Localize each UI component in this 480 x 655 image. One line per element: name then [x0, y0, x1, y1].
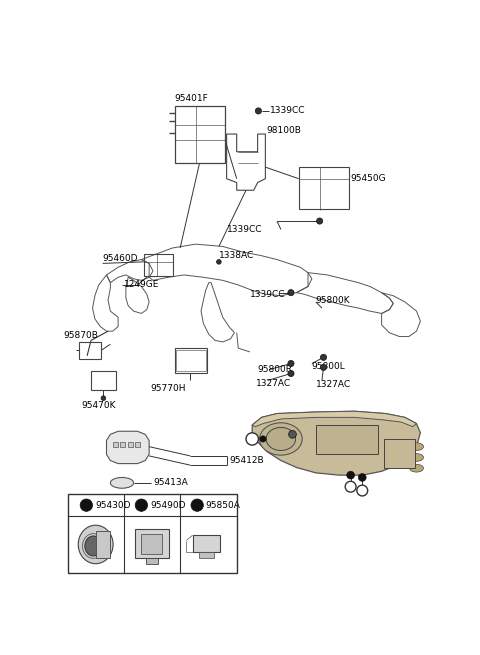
Bar — [299, 167, 349, 210]
Polygon shape — [252, 411, 420, 475]
Ellipse shape — [266, 428, 296, 451]
Text: 95800K: 95800K — [316, 296, 350, 305]
Text: a: a — [250, 434, 254, 443]
Circle shape — [101, 396, 106, 400]
Text: 95430D: 95430D — [95, 500, 131, 510]
Bar — [135, 442, 140, 447]
Text: 95413A: 95413A — [153, 478, 188, 487]
Circle shape — [80, 499, 93, 512]
Circle shape — [191, 499, 204, 512]
Bar — [91, 371, 116, 390]
Bar — [120, 442, 125, 447]
Circle shape — [357, 485, 368, 496]
Circle shape — [345, 481, 356, 492]
Bar — [135, 529, 169, 558]
Circle shape — [288, 430, 296, 438]
Bar — [175, 348, 207, 373]
Text: 1338AC: 1338AC — [219, 252, 254, 260]
Ellipse shape — [409, 443, 423, 451]
Text: b: b — [139, 500, 144, 510]
Text: 1339CC: 1339CC — [250, 290, 286, 299]
Text: 1249GE: 1249GE — [123, 280, 159, 290]
Bar — [68, 495, 237, 573]
Circle shape — [321, 364, 326, 371]
Ellipse shape — [260, 422, 302, 455]
Bar — [113, 442, 118, 447]
Circle shape — [288, 360, 294, 367]
Circle shape — [288, 290, 294, 296]
Circle shape — [216, 259, 221, 264]
Text: 95470K: 95470K — [82, 402, 116, 410]
Bar — [144, 254, 173, 276]
Bar — [393, 444, 410, 454]
Text: 1327AC: 1327AC — [316, 380, 351, 389]
Text: a: a — [84, 500, 89, 510]
Text: 95870B: 95870B — [64, 331, 99, 341]
Text: 1339CC: 1339CC — [270, 107, 306, 115]
Ellipse shape — [85, 536, 102, 556]
Text: 1339CC: 1339CC — [227, 225, 262, 234]
Bar — [175, 105, 225, 163]
Bar — [141, 534, 162, 553]
Circle shape — [316, 218, 323, 224]
Text: 95401F: 95401F — [175, 94, 208, 103]
Bar — [146, 558, 158, 565]
Text: 95800L: 95800L — [312, 362, 346, 371]
Circle shape — [255, 108, 262, 114]
Text: 98100B: 98100B — [266, 126, 301, 136]
Bar — [79, 342, 101, 359]
Circle shape — [260, 436, 266, 442]
Ellipse shape — [147, 536, 157, 544]
Text: 1327AC: 1327AC — [256, 379, 291, 388]
Bar — [384, 439, 415, 468]
Bar — [96, 531, 109, 558]
Text: c: c — [195, 500, 200, 510]
Ellipse shape — [78, 525, 113, 564]
Circle shape — [288, 371, 294, 377]
Polygon shape — [107, 431, 149, 464]
Ellipse shape — [110, 477, 133, 488]
Circle shape — [135, 499, 147, 512]
Text: 95460D: 95460D — [103, 253, 138, 263]
Text: 95850A: 95850A — [206, 500, 240, 510]
Text: 95770H: 95770H — [151, 384, 186, 392]
Circle shape — [246, 433, 258, 445]
Text: b: b — [360, 486, 365, 495]
Bar — [192, 535, 220, 552]
Text: 95800R: 95800R — [258, 365, 293, 374]
Polygon shape — [252, 411, 417, 426]
Circle shape — [347, 472, 355, 479]
Bar — [176, 350, 206, 371]
Bar — [316, 425, 378, 455]
Ellipse shape — [409, 464, 423, 472]
Circle shape — [321, 354, 326, 360]
Circle shape — [359, 474, 366, 481]
Bar — [199, 552, 214, 558]
Bar — [128, 442, 133, 447]
Ellipse shape — [409, 454, 423, 461]
Text: 95450G: 95450G — [350, 174, 386, 183]
Text: 95490D: 95490D — [150, 500, 185, 510]
Text: c: c — [348, 482, 353, 491]
Text: 95412B: 95412B — [229, 456, 264, 465]
